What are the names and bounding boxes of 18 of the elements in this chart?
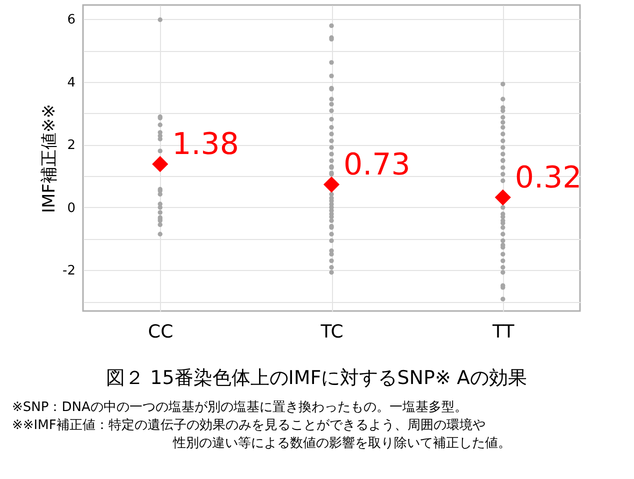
- point: [494, 189, 511, 206]
- data-label: 1.38: [172, 127, 239, 162]
- y-axis-title: IMF補正値※※: [40, 104, 60, 213]
- data-label: 0.73: [344, 148, 410, 183]
- x-tick-label: TC: [320, 322, 344, 342]
- x-tick-label: CC: [148, 322, 174, 342]
- data-label: 0.32: [514, 160, 582, 196]
- x-tick-label: TT: [492, 322, 516, 342]
- point: [152, 156, 168, 172]
- point: [323, 176, 340, 193]
- y-tick-label: 4: [67, 75, 76, 90]
- text: 図２ 15番染色体上のIMFに対するSNP※ Aの効果: [106, 367, 527, 389]
- y-tick-label: 0: [67, 200, 76, 216]
- y-tick-label: 2: [67, 138, 76, 154]
- y-tick-label: -2: [62, 264, 76, 279]
- text: ※SNP：DNAの中の一つの塩基が別の塩基に置き換わったもの。一塩基多型。: [12, 400, 468, 415]
- text: ※※IMF補正値：特定の遺伝子の効果のみを見ることができるよう、周囲の環境や性別の違い等による数値の影響を取り除いて補正した値。: [12, 417, 511, 451]
- y-tick-label: 6: [67, 12, 76, 28]
